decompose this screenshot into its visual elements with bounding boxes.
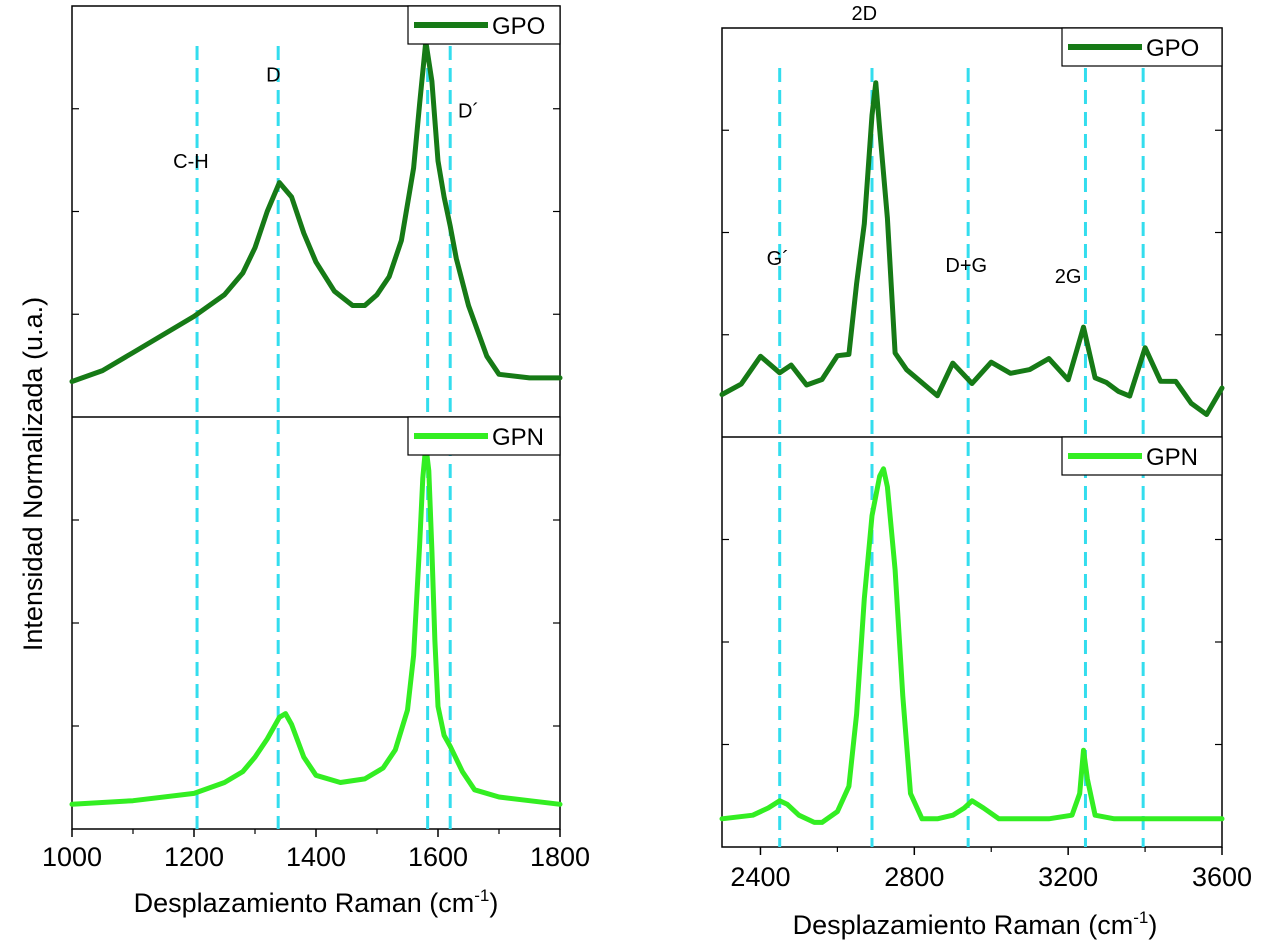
legend-label: GPO (1146, 35, 1199, 62)
peak-label: 2D (852, 3, 878, 25)
peak-label: G´ (767, 248, 789, 270)
series-line-gpo (719, 80, 1225, 417)
legend-label: GPO (492, 13, 545, 40)
peak-label: 2G (1055, 266, 1082, 288)
x-axis-title: Desplazamiento Raman (cm-1) (134, 886, 499, 918)
x-axis-title: Desplazamiento Raman (cm-1) (793, 908, 1158, 940)
legend-label: GPN (1146, 444, 1198, 471)
right-panel: 2400 2800 3200 3600 GPO GPN G´ 2D D+G 2G Desplazam… (719, 3, 1252, 940)
series-line-gpn (69, 442, 563, 807)
legend-label: GPN (492, 424, 544, 451)
peak-label: D´ (458, 100, 479, 122)
series-line-gpn (719, 466, 1225, 825)
x-tick-label: 1600 (408, 842, 468, 872)
x-tick-label: 2800 (884, 862, 944, 892)
x-tick-label: 3600 (1192, 862, 1252, 892)
x-tick-label: 2400 (730, 862, 790, 892)
y-axis-title: Intensidad Normalizada (u.a.) (18, 297, 48, 651)
x-tick-label: 1200 (164, 842, 224, 872)
x-tick-label: 1000 (42, 842, 102, 872)
x-tick-label: 1800 (530, 842, 590, 872)
x-tick-label: 3200 (1038, 862, 1098, 892)
series-line-gpo (69, 39, 563, 384)
peak-label: D (266, 64, 280, 86)
peak-label: D+G (945, 255, 987, 277)
x-tick-label: 1400 (286, 842, 346, 872)
peak-label: C-H (173, 151, 209, 173)
